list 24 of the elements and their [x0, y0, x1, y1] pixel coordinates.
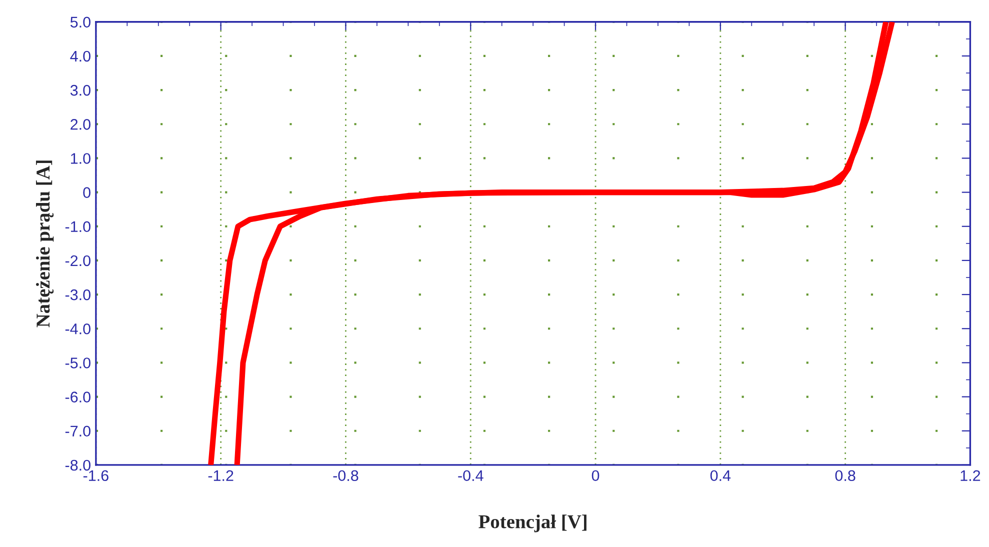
x-tick-label: -0.4: [458, 470, 484, 482]
x-axis-title: Potencjał [V]: [478, 514, 586, 532]
y-tick-label: -6.0: [65, 392, 90, 402]
y-tick-label: 3.0: [70, 84, 90, 96]
y-tick-label: 5.0: [70, 16, 90, 28]
y-tick-label: -2.0: [65, 255, 90, 266]
y-tick-label: 4.0: [70, 50, 90, 62]
y-axis-title: Natężenie prądu [A]: [36, 160, 54, 328]
y-tick-label: -3.0: [65, 289, 90, 300]
y-tick-label: -4.0: [65, 323, 90, 334]
x-tick-label: 0.4: [710, 470, 731, 482]
y-tick-label: 1.0: [71, 153, 90, 164]
y-tick-label: -7.0: [65, 426, 90, 437]
x-tick-label: -1.6: [83, 470, 108, 482]
x-tick-label: 0.8: [835, 470, 856, 482]
x-tick-label: -1.2: [208, 470, 234, 481]
x-tick-label: 1.2: [960, 470, 980, 481]
y-tick-label: 2.0: [70, 118, 90, 130]
x-tick-label: 0: [592, 470, 600, 482]
y-tick-label: -8.0: [65, 460, 90, 471]
y-tick-label: -1.0: [65, 221, 90, 232]
y-tick-label: -5.0: [65, 358, 90, 368]
x-tick-label: -0.8: [333, 470, 358, 482]
y-tick-label: 0: [83, 187, 90, 198]
